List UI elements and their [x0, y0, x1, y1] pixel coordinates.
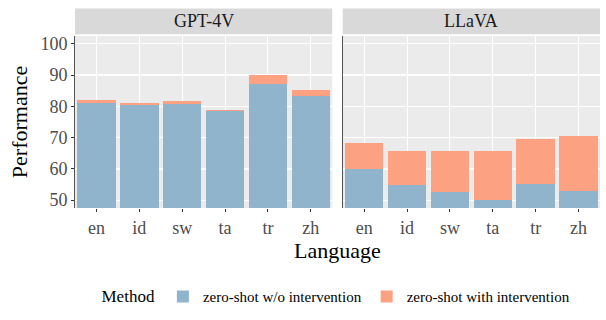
svg-text:Method: Method: [102, 287, 155, 306]
svg-text:zh: zh: [570, 218, 587, 238]
svg-text:zero-shot w/o intervention: zero-shot w/o intervention: [203, 289, 362, 305]
svg-text:sw: sw: [172, 218, 192, 238]
svg-text:id: id: [400, 218, 414, 238]
svg-text:60: 60: [49, 159, 67, 179]
svg-text:LLaVA: LLaVA: [444, 11, 498, 31]
svg-text:100: 100: [40, 34, 67, 54]
svg-text:Performance: Performance: [7, 66, 32, 178]
svg-text:Language: Language: [294, 238, 381, 263]
svg-text:en: en: [88, 218, 105, 238]
svg-text:id: id: [132, 218, 146, 238]
svg-text:GPT-4V: GPT-4V: [174, 11, 234, 31]
svg-text:en: en: [356, 218, 373, 238]
svg-text:zh: zh: [302, 218, 319, 238]
svg-text:zero-shot with intervention: zero-shot with intervention: [407, 289, 570, 305]
svg-text:50: 50: [49, 190, 67, 210]
svg-text:80: 80: [49, 97, 67, 117]
svg-text:70: 70: [49, 128, 67, 148]
svg-text:ta: ta: [486, 218, 499, 238]
svg-text:tr: tr: [262, 218, 273, 238]
svg-text:90: 90: [49, 65, 67, 85]
svg-text:sw: sw: [440, 218, 460, 238]
svg-text:ta: ta: [219, 218, 232, 238]
svg-text:tr: tr: [530, 218, 541, 238]
